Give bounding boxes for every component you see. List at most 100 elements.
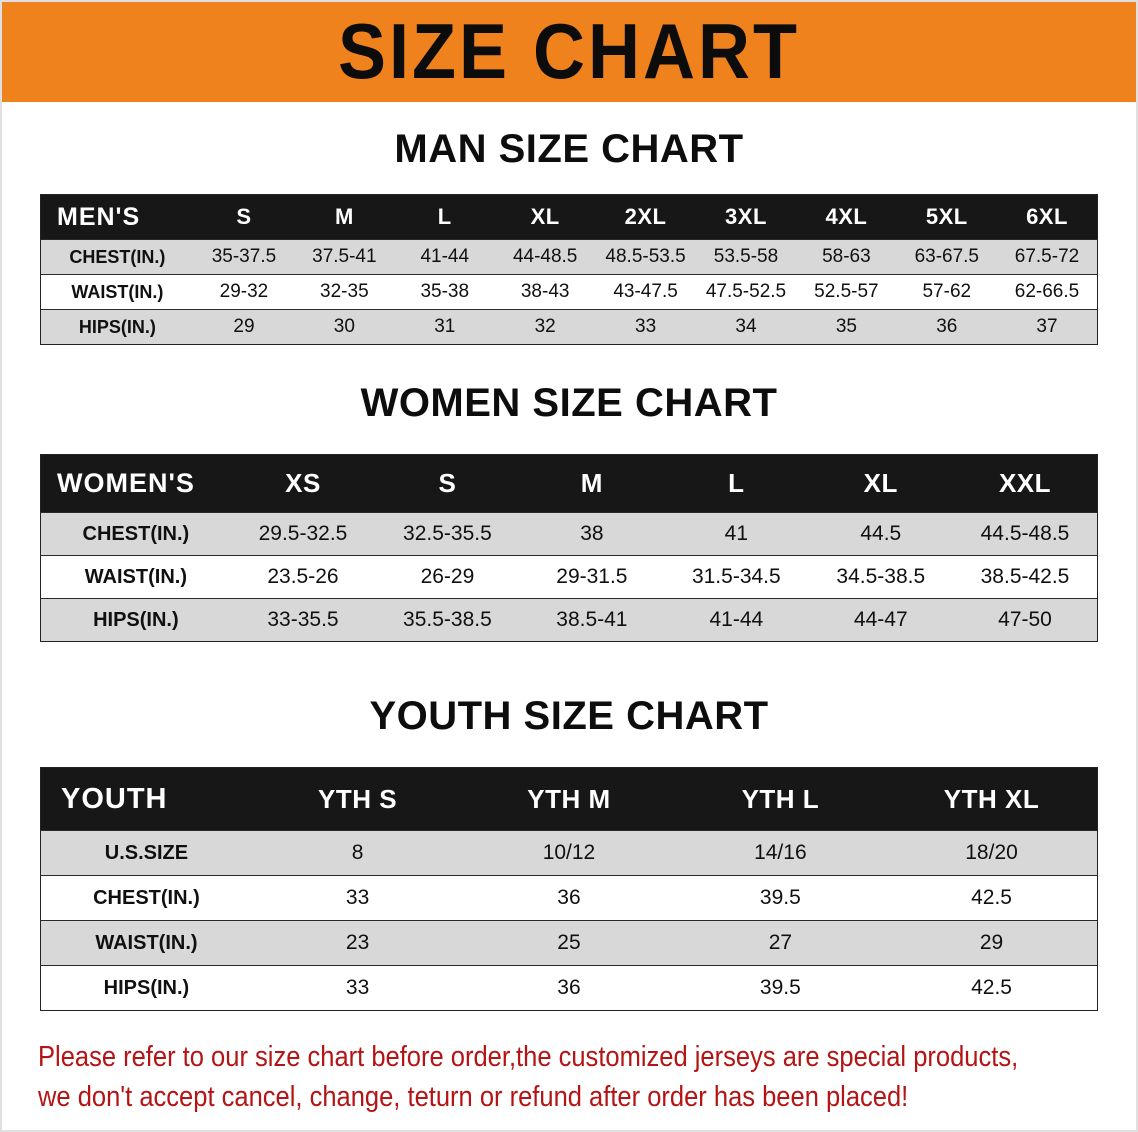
size-value-cell: 48.5-53.5	[605, 246, 686, 267]
measurement-row: CHEST(IN.) 33 36 39.5 42.5	[40, 875, 1098, 921]
size-header-cell: 6XL	[1026, 204, 1068, 229]
table-head: MEN'S S M L XL 2XL 3XL 4XL 5XL 6XL	[40, 194, 1098, 240]
size-header-cell: YTH M	[527, 783, 611, 814]
table-head: WOMEN'S XS S M L XL XXL	[40, 454, 1098, 513]
header-row: MEN'S S M L XL 2XL 3XL 4XL 5XL 6XL	[40, 194, 1098, 240]
size-value-cell: 29-31.5	[556, 565, 628, 588]
size-value-cell: 42.5	[971, 976, 1012, 999]
size-value-cell: 35	[835, 316, 857, 337]
women-size-table: WOMEN'S XS S M L XL XXL CHEST(IN.) 29.5-32.5 32.5…	[40, 454, 1098, 642]
size-header-cell: M	[580, 468, 603, 498]
size-value-cell: 63-67.5	[914, 246, 980, 267]
size-header-cell: L	[728, 468, 745, 498]
women-chart-heading: WOMEN SIZE CHART	[360, 381, 778, 425]
banner: SIZE CHART	[2, 2, 1136, 102]
size-value-cell: 33-35.5	[267, 608, 339, 631]
row-label: HIPS(IN.)	[93, 608, 179, 631]
table-body: CHEST(IN.) 35-37.5 37.5-41 41-44 44-48.5 48.5…	[40, 239, 1098, 345]
measurement-row: HIPS(IN.) 29 30 31 32 33 34 35 36 37	[40, 309, 1098, 345]
size-value-cell: 33	[345, 976, 370, 999]
row-label: HIPS(IN.)	[103, 976, 190, 999]
size-value-cell: 41-44	[709, 608, 764, 631]
measurement-row: WAIST(IN.) 29-32 32-35 35-38 38-43 43-47.5 47.…	[40, 274, 1098, 310]
size-header-cell: YTH XL	[943, 783, 1040, 814]
youth-size-table: YOUTH YTH S YTH M YTH L YTH XL U.S.SIZE 8 10/12…	[40, 767, 1098, 1011]
size-value-cell: 37	[1036, 316, 1058, 337]
size-value-cell: 58-63	[822, 246, 871, 267]
size-value-cell: 47-50	[998, 608, 1052, 631]
size-value-cell: 36	[936, 316, 958, 337]
size-value-cell: 38	[580, 522, 604, 545]
size-value-cell: 57-62	[922, 281, 972, 302]
size-value-cell: 33	[635, 316, 657, 337]
measurement-row: CHEST(IN.) 35-37.5 37.5-41 41-44 44-48.5 48.5…	[40, 239, 1098, 275]
size-value-cell: 67.5-72	[1014, 246, 1080, 267]
measurement-row: CHEST(IN.) 29.5-32.5 32.5-35.5 38 41 44.5 44.5…	[40, 512, 1098, 556]
size-value-cell: 23.5-26	[267, 565, 339, 588]
size-value-cell: 39.5	[759, 976, 801, 999]
size-value-cell: 38.5-42.5	[980, 565, 1070, 588]
men-size-chart-section: MAN SIZE CHART MEN'S S M L XL 2XL 3XL 4XL 5XL 6XL…	[2, 127, 1136, 345]
size-value-cell: 36	[557, 886, 581, 909]
size-value-cell: 10/12	[542, 841, 596, 864]
size-value-cell: 44.5-48.5	[980, 522, 1070, 545]
size-value-cell: 42.5	[971, 886, 1012, 909]
youth-chart-heading: YOUTH SIZE CHART	[369, 694, 769, 738]
women-size-chart-section: WOMEN SIZE CHART WOMEN'S XS S M L XL XXL CHEST(…	[2, 381, 1136, 642]
table-title-cell: YOUTH	[61, 782, 168, 815]
order-notice: Please refer to our size chart before or…	[2, 1037, 1136, 1117]
size-value-cell: 23	[345, 931, 370, 954]
table-title-cell: WOMEN'S	[57, 468, 195, 498]
size-header-cell: XS	[285, 468, 321, 498]
row-label: WAIST(IN.)	[84, 565, 187, 588]
table-body: U.S.SIZE 8 10/12 14/16 18/20 CHEST(IN.) 33 36 39…	[40, 830, 1098, 1011]
size-value-cell: 35.5-38.5	[403, 608, 492, 631]
size-header-cell: 4XL	[825, 204, 868, 229]
notice-line-2: we don't accept cancel, change, teturn o…	[38, 1081, 909, 1113]
row-label: CHEST(IN.)	[93, 886, 200, 909]
page-title: SIZE CHART	[338, 8, 800, 96]
measurement-row: HIPS(IN.) 33-35.5 35.5-38.5 38.5-41 41-44 44-…	[40, 598, 1098, 642]
size-header-cell: S	[236, 204, 252, 229]
size-header-cell: XL	[863, 468, 898, 498]
size-value-cell: 25	[557, 931, 581, 954]
youth-size-chart-section: YOUTH SIZE CHART YOUTH YTH S YTH M YTH L YTH…	[2, 694, 1136, 1011]
size-value-cell: 30	[333, 316, 355, 337]
size-value-cell: 44.5	[860, 522, 902, 545]
table-body: CHEST(IN.) 29.5-32.5 32.5-35.5 38 41 44.5 44.5…	[40, 512, 1098, 642]
size-value-cell: 41	[724, 522, 749, 545]
table-head: YOUTH YTH S YTH M YTH L YTH XL	[40, 767, 1098, 831]
header-row: WOMEN'S XS S M L XL XXL	[40, 454, 1098, 513]
men-chart-heading: MAN SIZE CHART	[394, 127, 744, 171]
size-value-cell: 14/16	[754, 841, 807, 864]
size-value-cell: 44-47	[853, 608, 908, 631]
row-label: U.S.SIZE	[104, 841, 189, 864]
size-value-cell: 36	[557, 976, 581, 999]
size-value-cell: 32	[534, 316, 556, 337]
measurement-row: WAIST(IN.) 23 25 27 29	[40, 920, 1098, 966]
size-header-cell: L	[437, 204, 452, 229]
row-label: HIPS(IN.)	[78, 316, 156, 337]
measurement-row: U.S.SIZE 8 10/12 14/16 18/20	[40, 830, 1098, 876]
size-header-cell: 5XL	[925, 204, 968, 229]
size-value-cell: 29.5-32.5	[258, 522, 348, 545]
size-value-cell: 26-29	[420, 565, 475, 588]
size-value-cell: 62-66.5	[1014, 281, 1080, 302]
size-value-cell: 35-38	[420, 281, 470, 302]
row-label: CHEST(IN.)	[69, 246, 166, 267]
size-header-cell: YTH S	[318, 783, 398, 814]
header-row: YOUTH YTH S YTH M YTH L YTH XL	[40, 767, 1098, 831]
size-header-cell: XL	[530, 204, 560, 229]
size-value-cell: 35-37.5	[211, 246, 277, 267]
size-value-cell: 27	[768, 931, 793, 954]
size-value-cell: 41-44	[420, 246, 470, 267]
measurement-row: HIPS(IN.) 33 36 39.5 42.5	[40, 965, 1098, 1011]
size-header-cell: XXL	[998, 468, 1052, 498]
size-value-cell: 39.5	[759, 886, 801, 909]
size-value-cell: 37.5-41	[312, 246, 377, 267]
size-value-cell: 29	[979, 931, 1004, 954]
row-label: WAIST(IN.)	[71, 281, 164, 302]
size-value-cell: 52.5-57	[814, 281, 879, 302]
size-value-cell: 47.5-52.5	[705, 281, 787, 302]
